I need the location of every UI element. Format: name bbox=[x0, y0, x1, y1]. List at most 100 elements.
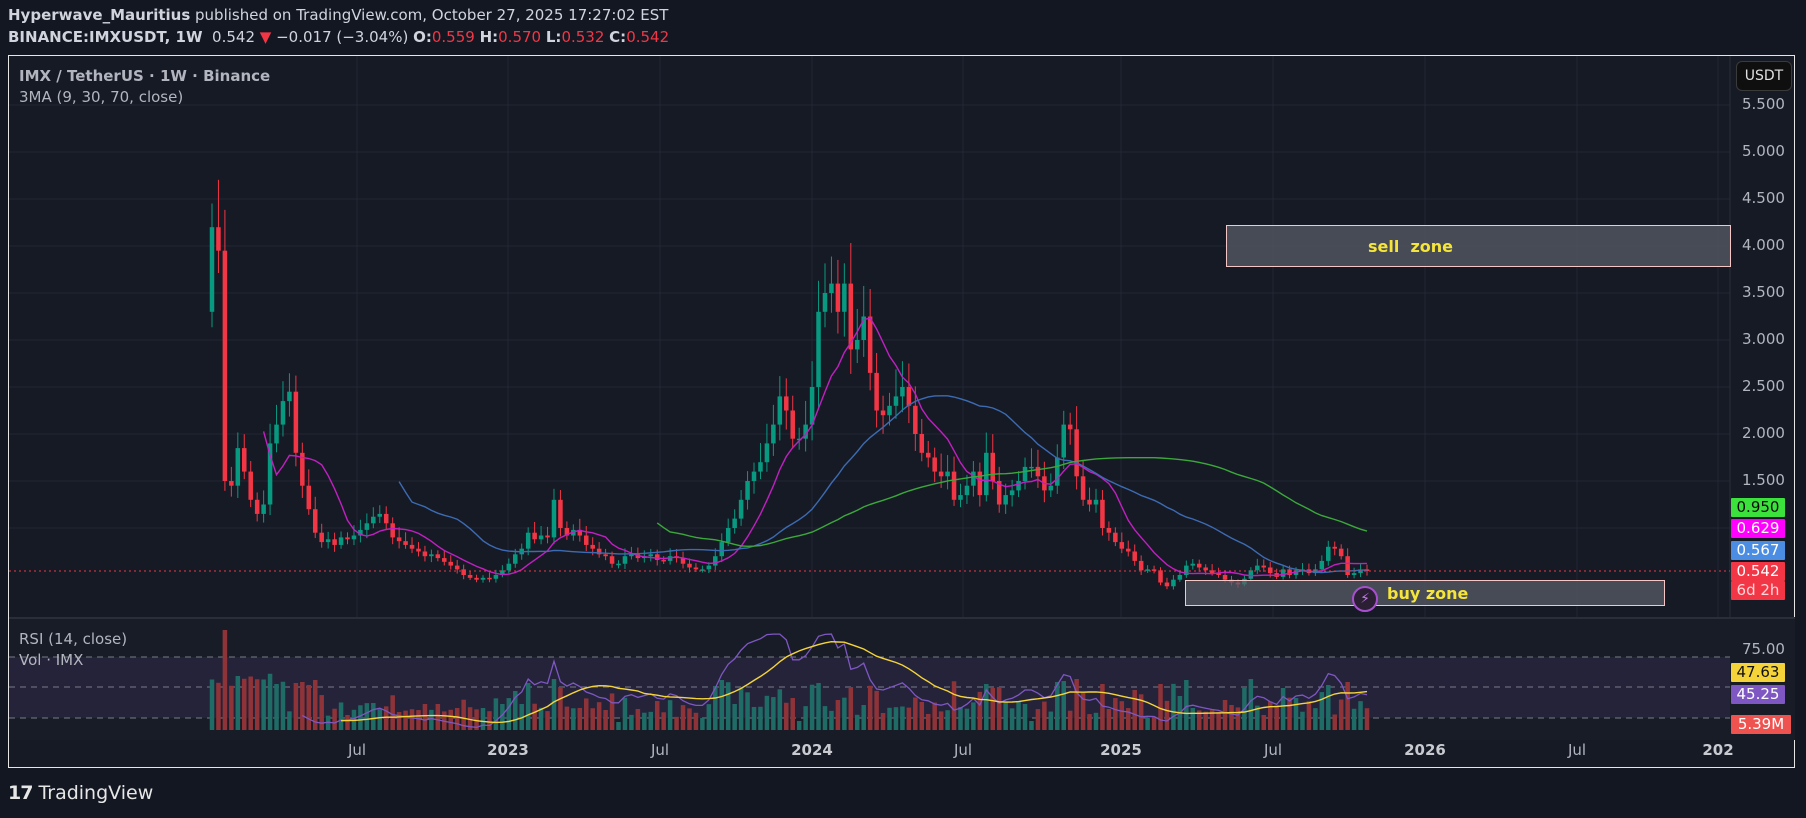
candle-body bbox=[829, 283, 834, 293]
candle-body bbox=[409, 544, 415, 549]
volume-bar bbox=[1229, 705, 1234, 730]
candle-body bbox=[1248, 570, 1254, 579]
candle-body bbox=[429, 554, 434, 557]
candle-body bbox=[764, 443, 770, 463]
volume-bar bbox=[409, 709, 415, 730]
candle-body bbox=[254, 499, 260, 514]
author-name[interactable]: Hyperwave_Mauritius bbox=[8, 6, 191, 24]
lightning-icon[interactable]: ⚡ bbox=[1352, 586, 1378, 612]
volume-bar bbox=[609, 693, 615, 730]
ma-indicator-legend[interactable]: 3MA (9, 30, 70, close) bbox=[19, 88, 184, 106]
candle-body bbox=[680, 558, 686, 564]
volume-bar bbox=[287, 711, 292, 730]
tradingview-logo-text: TradingView bbox=[38, 782, 154, 804]
candle-body bbox=[216, 227, 221, 251]
volume-bar bbox=[945, 710, 950, 730]
candle-body bbox=[777, 396, 783, 425]
volume-bar bbox=[887, 707, 892, 730]
volume-bar bbox=[725, 682, 731, 730]
candle-body bbox=[822, 293, 828, 312]
currency-button[interactable]: USDT bbox=[1736, 61, 1792, 91]
price-tag: 6d 2h bbox=[1731, 581, 1785, 600]
volume-bar bbox=[274, 684, 279, 730]
volume-bar bbox=[616, 722, 621, 730]
volume-bar bbox=[1067, 710, 1073, 730]
volume-bar bbox=[661, 712, 666, 730]
indicator-tag: 47.63 bbox=[1731, 663, 1785, 682]
volume-legend[interactable]: Vol · IMX bbox=[19, 651, 84, 669]
price-tick: 3.500 bbox=[1742, 283, 1785, 301]
close-label: C: bbox=[609, 28, 627, 46]
candle-body bbox=[616, 563, 621, 566]
candle-body bbox=[861, 316, 866, 340]
volume-bar bbox=[1184, 680, 1189, 730]
low-label: L: bbox=[545, 28, 562, 46]
ma-line-9 bbox=[262, 317, 1368, 577]
candle-body bbox=[906, 387, 912, 406]
volume-bar bbox=[1003, 701, 1008, 730]
volume-bar bbox=[1338, 699, 1344, 730]
candle-body bbox=[596, 548, 602, 555]
time-tick: 2024 bbox=[791, 741, 833, 759]
volume-bar bbox=[706, 704, 712, 730]
candle-body bbox=[390, 523, 395, 538]
rsi-legend[interactable]: RSI (14, close) bbox=[19, 630, 128, 648]
candle-body bbox=[306, 485, 312, 510]
candle-body bbox=[880, 410, 886, 416]
volume-bar bbox=[1280, 688, 1286, 730]
candle-body bbox=[951, 471, 957, 500]
volume-bar bbox=[906, 707, 912, 730]
candle-body bbox=[274, 424, 279, 444]
down-arrow-icon: ▼ bbox=[259, 28, 272, 46]
price-change: −0.017 (−3.04%) bbox=[276, 28, 409, 46]
buy-zone-label: buy zone bbox=[1387, 584, 1469, 603]
volume-bar bbox=[1196, 710, 1202, 730]
volume-bar bbox=[719, 680, 725, 730]
volume-bar bbox=[667, 700, 673, 730]
volume-bar bbox=[816, 683, 821, 730]
candle-body bbox=[442, 558, 447, 562]
volume-bar bbox=[1106, 709, 1112, 730]
candle-body bbox=[932, 457, 937, 472]
candle-body bbox=[545, 535, 550, 538]
candle-body bbox=[1216, 573, 1221, 575]
volume-bar bbox=[745, 692, 750, 730]
time-tick: 2026 bbox=[1404, 741, 1446, 759]
candle-body bbox=[913, 405, 918, 434]
volume-bar bbox=[842, 697, 847, 730]
candle-body bbox=[919, 434, 925, 453]
candle-body bbox=[945, 471, 950, 477]
volume-bar bbox=[938, 711, 944, 730]
candle-body bbox=[654, 554, 660, 560]
volume-bar bbox=[1164, 700, 1170, 730]
candle-body bbox=[971, 471, 976, 486]
volume-bar bbox=[925, 714, 931, 730]
candle-body bbox=[1332, 546, 1337, 549]
volume-bar bbox=[216, 682, 221, 730]
candle-body bbox=[758, 462, 763, 472]
volume-bar bbox=[506, 698, 512, 730]
volume-bar bbox=[235, 676, 241, 730]
time-tick: 2023 bbox=[487, 741, 529, 759]
candle-body bbox=[693, 567, 699, 570]
volume-bar bbox=[1029, 721, 1034, 730]
price-tag: 0.567 bbox=[1731, 541, 1785, 560]
price-tag: 0.542 bbox=[1731, 562, 1785, 581]
buy-zone-rect[interactable] bbox=[1185, 580, 1665, 606]
volume-bar bbox=[654, 701, 660, 730]
volume-bar bbox=[500, 704, 505, 730]
candle-body bbox=[1074, 429, 1079, 477]
sell-zone-rect[interactable] bbox=[1226, 225, 1731, 267]
volume-bar bbox=[1145, 717, 1150, 730]
candle-body bbox=[1293, 570, 1299, 575]
candle-body bbox=[1222, 575, 1228, 580]
candle-body bbox=[964, 485, 970, 496]
high-label: H: bbox=[479, 28, 499, 46]
candle-body bbox=[738, 499, 744, 519]
candle-body bbox=[732, 518, 737, 528]
candle-body bbox=[816, 311, 821, 387]
volume-bar bbox=[583, 698, 589, 730]
candle-body bbox=[1080, 476, 1086, 500]
candle-body bbox=[532, 532, 537, 540]
